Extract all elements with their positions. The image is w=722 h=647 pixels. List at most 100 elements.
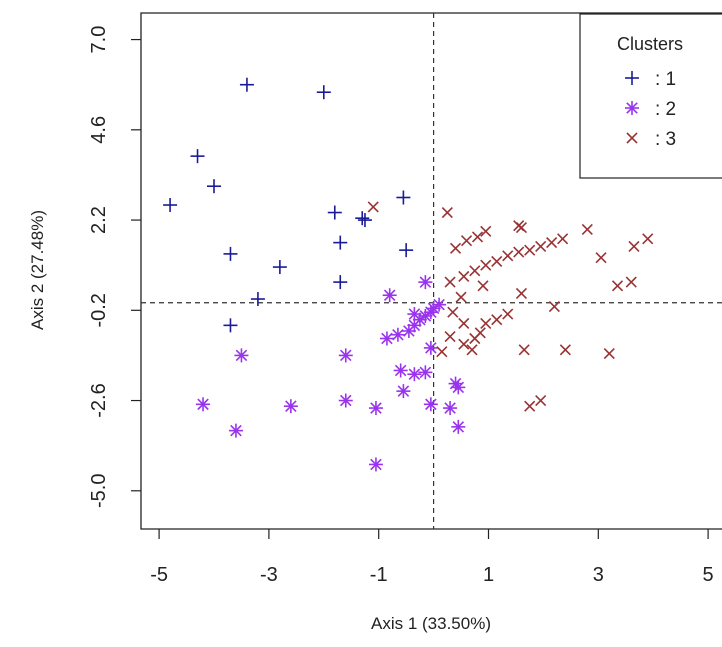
cluster-2-point	[418, 275, 433, 290]
cluster-2-point	[418, 365, 433, 380]
cluster-3-point	[458, 270, 470, 283]
cluster-2-point	[379, 331, 394, 346]
cluster-3-point	[367, 201, 379, 213]
x-tick-label: 3	[593, 564, 604, 586]
cluster-2-point	[423, 340, 438, 355]
legend-marker-cluster-1	[625, 71, 639, 85]
cluster-2-point	[423, 397, 438, 412]
y-tick-label: -0.2	[88, 293, 110, 327]
legend-marker-cluster-2	[625, 101, 639, 115]
cluster-3-point	[581, 223, 593, 236]
cluster-3-point	[447, 306, 459, 318]
cluster-1-point	[399, 243, 414, 258]
cluster-3-point	[458, 338, 470, 350]
data-points	[163, 77, 654, 472]
legend-box	[579, 13, 722, 179]
cluster-3-point	[491, 314, 503, 326]
cluster-3-point	[513, 246, 525, 258]
cluster-3-point	[480, 259, 492, 271]
cluster-3-point	[458, 317, 470, 330]
cluster-3-point	[595, 252, 607, 264]
cluster-2-point	[368, 457, 383, 472]
cluster-3-point	[469, 265, 481, 277]
cluster-2-point	[196, 397, 211, 412]
cluster-2-point	[382, 288, 397, 303]
cluster-3-point	[642, 233, 654, 245]
cluster-2-point	[234, 348, 249, 363]
cluster-1-point	[316, 85, 331, 100]
cluster-1-point	[239, 77, 254, 92]
cluster-1-point	[333, 235, 348, 250]
cluster-3-point	[628, 240, 640, 252]
cluster-3-point	[477, 280, 489, 292]
y-tick-label: 2.2	[88, 206, 110, 234]
cluster-3-point	[502, 308, 514, 320]
x-axis: -5 -3 -1 1 3 5	[150, 529, 714, 586]
cluster-3-point	[491, 255, 503, 267]
reference-lines	[141, 13, 722, 529]
legend-label-cluster-1: : 1	[655, 69, 676, 90]
cluster-3-point	[480, 225, 492, 237]
cluster-3-point	[524, 400, 536, 412]
cluster-3-point	[436, 346, 448, 358]
y-tick-label: -5.0	[88, 474, 110, 508]
legend-marker-cluster-3	[626, 132, 638, 144]
cluster-1-point	[272, 260, 287, 275]
x-tick-label: -5	[150, 564, 168, 586]
cluster-2-point	[451, 380, 466, 395]
x-tick-label: -1	[370, 564, 388, 586]
y-tick-label: 7.0	[88, 26, 110, 54]
cluster-2-point	[407, 367, 422, 382]
y-tick-label: -2.6	[88, 383, 110, 417]
plot-frame	[140, 12, 722, 530]
cluster-1-point	[190, 149, 205, 164]
legend-label-cluster-3: : 3	[655, 129, 676, 150]
cluster-3-point	[515, 287, 528, 299]
legend: Clusters : 1 : 2 : 3	[579, 13, 722, 179]
cluster-1-point	[250, 292, 265, 307]
x-tick-label: -3	[260, 564, 278, 586]
cluster-1-point	[223, 318, 238, 333]
cluster-3-point	[460, 235, 473, 247]
cluster-3-point	[611, 280, 624, 292]
cluster-2-point	[368, 401, 383, 416]
cluster-3-point	[455, 291, 467, 303]
cluster-3-point	[625, 276, 637, 288]
cluster-1-point	[163, 198, 178, 213]
y-axis-title: Axis 2 (27.48%)	[28, 210, 47, 330]
cluster-3-point	[471, 231, 484, 243]
cluster-2-point	[228, 423, 243, 438]
cluster-1-point	[327, 205, 342, 220]
cluster-3-point	[535, 240, 547, 252]
cluster-1-point	[223, 246, 238, 261]
cluster-3-point	[535, 394, 547, 407]
cluster-3-point	[441, 206, 453, 219]
x-tick-label: 5	[703, 564, 714, 586]
cluster-3-point	[557, 233, 569, 245]
cluster-2-point	[283, 399, 298, 414]
cluster-3-point	[518, 344, 530, 356]
cluster-3-point	[524, 244, 536, 256]
cluster-1-point	[207, 179, 221, 194]
cluster-3-point	[444, 331, 456, 343]
legend-label-cluster-2: : 2	[655, 99, 676, 120]
x-tick-label: 1	[483, 564, 494, 586]
cluster-2-point	[396, 384, 411, 399]
cluster-3-point	[466, 344, 478, 356]
cluster-3-point	[480, 317, 492, 330]
cluster-1-point	[333, 275, 348, 290]
cluster-3-point	[502, 250, 514, 262]
cluster-1-point	[396, 190, 411, 205]
cluster-3-point	[548, 300, 560, 313]
y-tick-label: 4.6	[88, 116, 110, 144]
cluster-3-point	[515, 222, 528, 234]
cluster-3-point	[449, 242, 462, 254]
cluster-3-point	[546, 237, 558, 249]
cluster-2-point	[390, 327, 405, 342]
cluster-3-point	[559, 344, 571, 356]
cluster-2-point	[451, 419, 466, 434]
cluster-2-point	[407, 307, 422, 322]
cluster-2-point	[443, 401, 458, 416]
legend-title: Clusters	[617, 34, 683, 54]
